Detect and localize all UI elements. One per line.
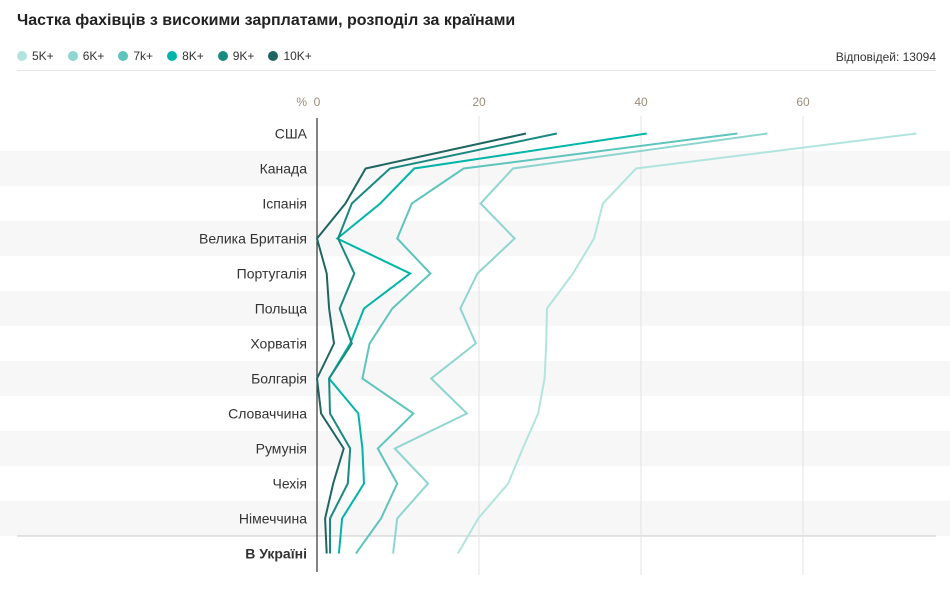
row-stripe <box>0 501 950 536</box>
series-line-5K+ <box>457 132 917 555</box>
chart-title: Частка фахівців з високими зарплатами, р… <box>17 12 516 29</box>
legend: 5K+ 6K+ 7k+ 8K+ 9K+ 10K+ <box>17 49 312 63</box>
row-stripe <box>0 151 950 186</box>
series-line-7k+ <box>355 132 738 555</box>
legend-item[interactable]: 6K+ <box>67 49 105 63</box>
category-label: Німеччина <box>239 511 307 527</box>
series-line-10K+ <box>315 132 527 554</box>
category-label: Португалія <box>237 266 307 282</box>
category-label: Канада <box>260 161 308 177</box>
legend-item[interactable]: 5K+ <box>17 49 54 63</box>
x-tick-label: 20 <box>472 95 486 109</box>
legend-dot-icon <box>118 51 129 61</box>
responses-count: Відповідей: 13094 <box>835 50 936 64</box>
x-tick-label: 60 <box>796 95 810 109</box>
category-label: Хорватія <box>250 336 307 352</box>
legend-dot-icon <box>268 51 279 61</box>
legend-label: 8K+ <box>182 49 204 63</box>
legend-label: 10K+ <box>283 49 312 63</box>
x-axis-unit: % <box>296 95 307 109</box>
x-tick-label: 40 <box>634 95 648 109</box>
category-label: Велика Британія <box>199 231 307 247</box>
legend-label: 5K+ <box>32 49 54 63</box>
divider <box>17 70 936 71</box>
legend-dot-icon <box>17 51 27 61</box>
x-tick-label: 0 <box>314 95 321 109</box>
category-label: Чехія <box>272 476 307 492</box>
category-label: Румунія <box>256 441 307 457</box>
row-stripe <box>0 291 950 326</box>
category-label: Польща <box>255 301 308 317</box>
series-line-6K+ <box>392 132 768 554</box>
legend-dot-icon <box>67 51 78 61</box>
row-stripe <box>0 361 950 396</box>
legend-item[interactable]: 7k+ <box>118 49 153 63</box>
series-line-9K+ <box>328 132 558 554</box>
category-label: В Україні <box>245 546 307 562</box>
row-stripe <box>0 431 950 466</box>
series-line-8K+ <box>327 132 647 554</box>
legend-dot-icon <box>167 51 178 61</box>
category-label: Іспанія <box>262 196 307 212</box>
legend-dot-icon <box>217 51 228 61</box>
legend-item[interactable]: 9K+ <box>217 49 255 63</box>
category-label: Словаччина <box>228 406 307 422</box>
category-label: США <box>275 126 308 142</box>
legend-label: 6K+ <box>82 49 105 63</box>
legend-label: 7k+ <box>133 49 154 63</box>
legend-item[interactable]: 10K+ <box>268 49 312 63</box>
category-label: Болгарія <box>251 371 307 387</box>
legend-item[interactable]: 8K+ <box>167 49 204 63</box>
row-stripe <box>0 221 950 256</box>
legend-label: 9K+ <box>232 49 255 63</box>
